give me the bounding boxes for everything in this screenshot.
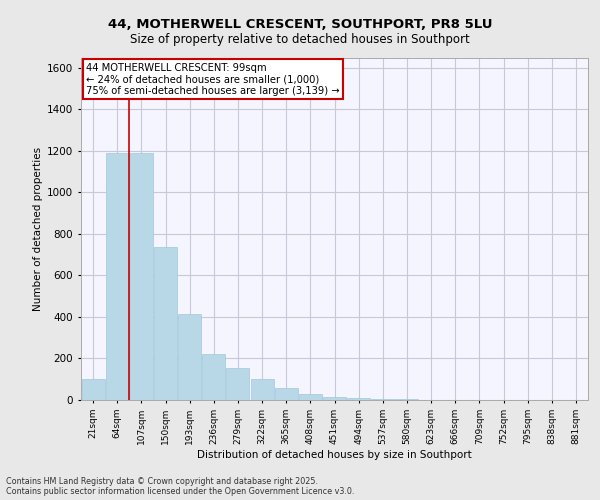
Bar — [275, 388, 298, 400]
Text: Contains HM Land Registry data © Crown copyright and database right 2025.: Contains HM Land Registry data © Crown c… — [6, 478, 318, 486]
Text: Size of property relative to detached houses in Southport: Size of property relative to detached ho… — [130, 32, 470, 46]
Bar — [251, 379, 274, 400]
X-axis label: Distribution of detached houses by size in Southport: Distribution of detached houses by size … — [197, 450, 472, 460]
Text: 44 MOTHERWELL CRESCENT: 99sqm
← 24% of detached houses are smaller (1,000)
75% o: 44 MOTHERWELL CRESCENT: 99sqm ← 24% of d… — [86, 62, 340, 96]
Bar — [347, 398, 370, 400]
Y-axis label: Number of detached properties: Number of detached properties — [33, 146, 43, 311]
Bar — [202, 354, 225, 400]
Text: Contains public sector information licensed under the Open Government Licence v3: Contains public sector information licen… — [6, 488, 355, 496]
Bar — [154, 248, 177, 400]
Bar — [299, 394, 322, 400]
Text: 44, MOTHERWELL CRESCENT, SOUTHPORT, PR8 5LU: 44, MOTHERWELL CRESCENT, SOUTHPORT, PR8 … — [108, 18, 492, 30]
Bar — [106, 153, 128, 400]
Bar — [82, 379, 104, 400]
Bar — [371, 399, 394, 400]
Bar — [226, 368, 250, 400]
Bar — [323, 397, 346, 400]
Bar — [130, 153, 153, 400]
Bar — [178, 314, 201, 400]
